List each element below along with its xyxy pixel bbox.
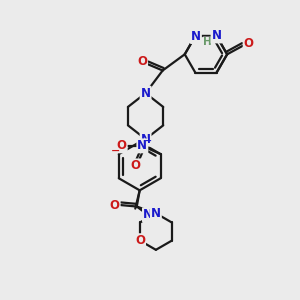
Text: O: O [135,234,145,247]
Text: N: N [212,29,221,42]
Text: −: − [111,146,120,156]
Text: N: N [137,140,147,152]
Text: N: N [151,207,161,220]
Text: O: O [131,159,141,172]
Text: O: O [117,140,127,152]
Text: O: O [137,55,147,68]
Text: N: N [141,87,151,100]
Text: H: H [203,38,212,47]
Text: N: N [191,30,201,43]
Text: O: O [110,199,120,212]
Text: O: O [244,38,254,50]
Text: N: N [141,133,151,146]
Text: N: N [143,208,153,221]
Text: +: + [144,136,151,145]
